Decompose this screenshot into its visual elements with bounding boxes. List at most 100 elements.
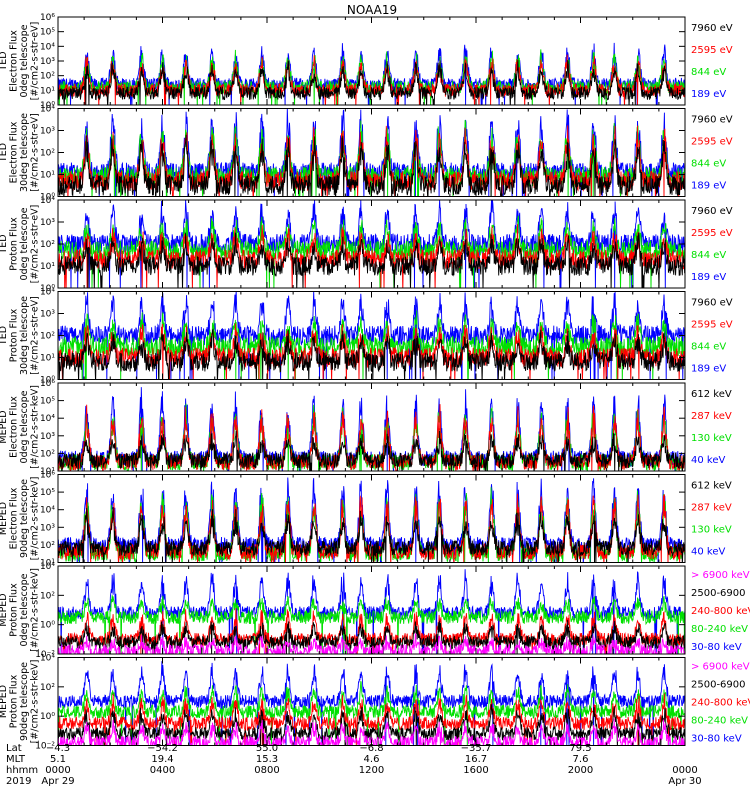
y-tick-label: 10⁴ bbox=[40, 414, 55, 424]
panel-traces bbox=[58, 387, 685, 471]
y-axis-label-line: 0deg telescope bbox=[19, 573, 30, 646]
panel-traces bbox=[58, 661, 685, 746]
y-axis-label-line: 30deg telescope bbox=[19, 113, 30, 192]
y-axis-label-line: MEPED bbox=[0, 593, 9, 626]
y-tick-label: 10⁵ bbox=[40, 397, 55, 407]
legend-entry: 189 eV bbox=[691, 181, 726, 192]
legend-entry: 612 keV bbox=[691, 481, 732, 492]
x-cell-lat: 79.5 bbox=[569, 743, 591, 754]
trace-2595-ev bbox=[58, 323, 685, 380]
y-axis-label: MEPEDElectron Flux90deg telescope[#/cm2-… bbox=[0, 477, 41, 561]
y-axis-label-line: TED bbox=[0, 234, 9, 254]
y-axis-label: MEPEDProton Flux0deg telescope[#/cm2-s-s… bbox=[0, 568, 41, 652]
legend-entry: 7960 eV bbox=[691, 23, 733, 34]
y-axis-label-line: TED bbox=[0, 326, 9, 346]
y-axis-label-line: 30deg telescope bbox=[19, 296, 30, 375]
legend-entry: 80-240 keV bbox=[691, 624, 748, 635]
x-cell-hhmm: 0000 bbox=[45, 765, 70, 776]
y-tick-label: 10⁰ bbox=[40, 376, 55, 386]
y-tick-label: 10⁰ bbox=[40, 284, 55, 294]
y-axis-label: TEDProton Flux0deg telescope[#/cm2-s-str… bbox=[0, 205, 41, 284]
legend-entry: 189 eV bbox=[691, 89, 726, 100]
legend-entry: 844 eV bbox=[691, 67, 726, 78]
x-cell-mlt: 7.6 bbox=[573, 754, 589, 765]
legend-entry: > 6900 keV bbox=[691, 570, 750, 581]
y-tick-label: 10⁴ bbox=[40, 105, 55, 115]
y-axis-label-line: [#/cm2-s-str-eV] bbox=[30, 205, 41, 284]
trace-612-kev bbox=[58, 507, 685, 563]
y-axis-label: MEPEDElectron Flux0deg telescope[#/cm2-s… bbox=[0, 385, 41, 469]
x-cell-hhmm: 1200 bbox=[359, 765, 384, 776]
y-tick-label: 10³ bbox=[40, 57, 55, 67]
panel-traces bbox=[58, 477, 685, 563]
legend-entry: 40 keV bbox=[691, 547, 725, 558]
x-cell-lat: −4.3 bbox=[46, 743, 70, 754]
y-tick-label: 10⁴ bbox=[40, 288, 55, 298]
x-row-label: Lat bbox=[6, 743, 22, 754]
y-axis-label-line: [#/cm2-s-str-keV] bbox=[30, 568, 41, 652]
y-tick-label: 10¹ bbox=[40, 467, 55, 477]
y-tick-label: 10⁰ bbox=[40, 193, 55, 203]
x-cell-date: Apr 30 bbox=[668, 776, 701, 787]
panel-traces bbox=[58, 42, 685, 105]
trace-7960-ev bbox=[58, 232, 685, 288]
y-tick-label: 10⁴ bbox=[40, 654, 55, 664]
y-axis-label: TEDElectron Flux30deg telescope[#/cm2-s-… bbox=[0, 113, 41, 192]
x-cell-hhmm: 2000 bbox=[568, 765, 593, 776]
y-tick-label: 10¹ bbox=[40, 171, 55, 181]
x-cell-lat: −54.2 bbox=[147, 743, 178, 754]
legend-entry: 40 keV bbox=[691, 455, 725, 466]
legend-entry: 2500-6900 bbox=[691, 680, 746, 691]
x-cell-mlt: 19.4 bbox=[151, 754, 173, 765]
y-axis-label: TEDElectron Flux0deg telescope[#/cm2-s-s… bbox=[0, 22, 41, 101]
legend-entry: 240-800 keV bbox=[691, 698, 750, 709]
x-cell-mlt: 15.3 bbox=[256, 754, 278, 765]
y-tick-label: 10³ bbox=[40, 432, 55, 442]
legend-entry: 7960 eV bbox=[691, 115, 733, 126]
x-cell-hhmm: 0400 bbox=[150, 765, 175, 776]
legend-entry: 189 eV bbox=[691, 364, 726, 375]
y-tick-label: 10⁶ bbox=[40, 379, 55, 389]
y-tick-label: 10⁻² bbox=[35, 742, 55, 752]
y-tick-label: 10² bbox=[40, 240, 55, 250]
y-tick-label: 10³ bbox=[40, 310, 55, 320]
y-axis-label-line: Proton Flux bbox=[9, 674, 20, 728]
y-tick-label: 10⁵ bbox=[40, 28, 55, 38]
y-tick-label: 10⁶ bbox=[40, 13, 55, 23]
x-cell-lat: −35.7 bbox=[461, 743, 492, 754]
legend-entry: 844 eV bbox=[691, 159, 726, 170]
x-row-label: hhmm bbox=[6, 765, 38, 776]
x-cell-lat: 55.0 bbox=[256, 743, 278, 754]
y-axis-label-line: 0deg telescope bbox=[19, 390, 30, 463]
legend-entry: 844 eV bbox=[691, 250, 726, 261]
y-axis-label-line: Proton Flux bbox=[9, 583, 20, 637]
legend-entry: 189 eV bbox=[691, 272, 726, 283]
y-axis-label-line: [#/cm2-s-str-keV] bbox=[30, 660, 41, 744]
x-cell-mlt: 5.1 bbox=[50, 754, 66, 765]
x-cell-mlt: 4.6 bbox=[364, 754, 380, 765]
y-axis-label-line: Proton Flux bbox=[9, 308, 20, 362]
trace-612-kev bbox=[58, 430, 685, 471]
trace-240-800-kev bbox=[58, 693, 685, 746]
y-tick-label: 10⁰ bbox=[40, 621, 55, 631]
trace-2500-6900 bbox=[58, 704, 685, 746]
y-axis-label-line: MEPED bbox=[0, 410, 9, 443]
legend-entry: 2595 eV bbox=[691, 45, 733, 56]
legend-entry: 287 keV bbox=[691, 503, 732, 514]
legend-entry: 2500-6900 bbox=[691, 588, 746, 599]
y-axis-label: MEPEDProton Flux90deg telescope[#/cm2-s-… bbox=[0, 660, 41, 744]
y-tick-label: 10¹ bbox=[40, 86, 55, 96]
y-tick-label: 10¹ bbox=[40, 262, 55, 272]
legend-entry: 130 keV bbox=[691, 525, 732, 536]
y-tick-label: 10² bbox=[40, 332, 55, 342]
legend-entry: 2595 eV bbox=[691, 137, 733, 148]
y-tick-label: 10² bbox=[40, 591, 55, 601]
y-tick-label: 10⁶ bbox=[40, 471, 55, 481]
y-axis-label: TEDProton Flux30deg telescope[#/cm2-s-st… bbox=[0, 296, 41, 375]
trace-7960-ev bbox=[58, 134, 685, 197]
